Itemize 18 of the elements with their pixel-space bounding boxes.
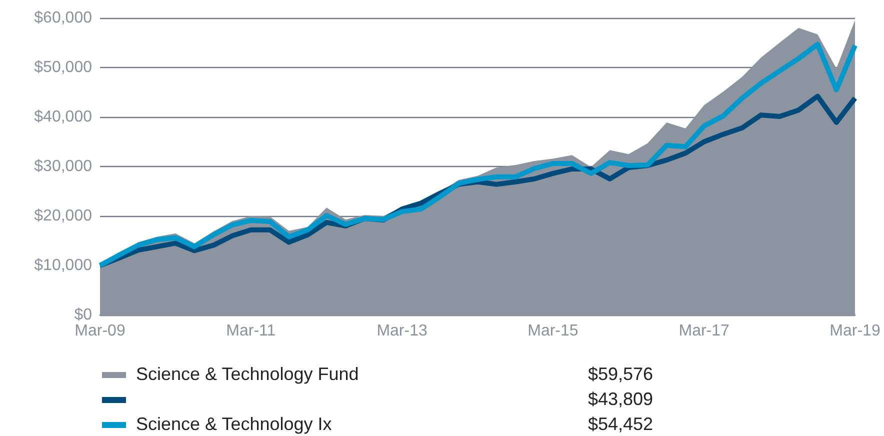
x-tick-label: Mar-11 [226,322,276,340]
y-tick-label: $0 [74,306,92,324]
y-tick-label: $10,000 [34,257,92,274]
y-tick-label: $60,000 [34,10,92,26]
x-tick-label: Mar-19 [830,322,880,340]
legend-label: Science & Technology Fund [136,364,360,385]
x-tick-label: Mar-13 [376,322,428,340]
y-tick-label: $40,000 [34,108,92,126]
text: $54,452 [588,414,654,435]
x-tick-label: Mar-17 [678,322,730,340]
x-tick-label: Mar-09 [74,322,126,340]
x-tick-label: Mar-15 [528,322,578,340]
y-tick-label: $50,000 [34,59,92,76]
text: $59,576 [588,364,654,385]
text: $43,809 [588,389,654,410]
y-tick-label: $30,000 [34,158,92,175]
legend-label: Science & Technology Ix [136,414,333,435]
y-tick-label: $20,000 [34,208,92,224]
